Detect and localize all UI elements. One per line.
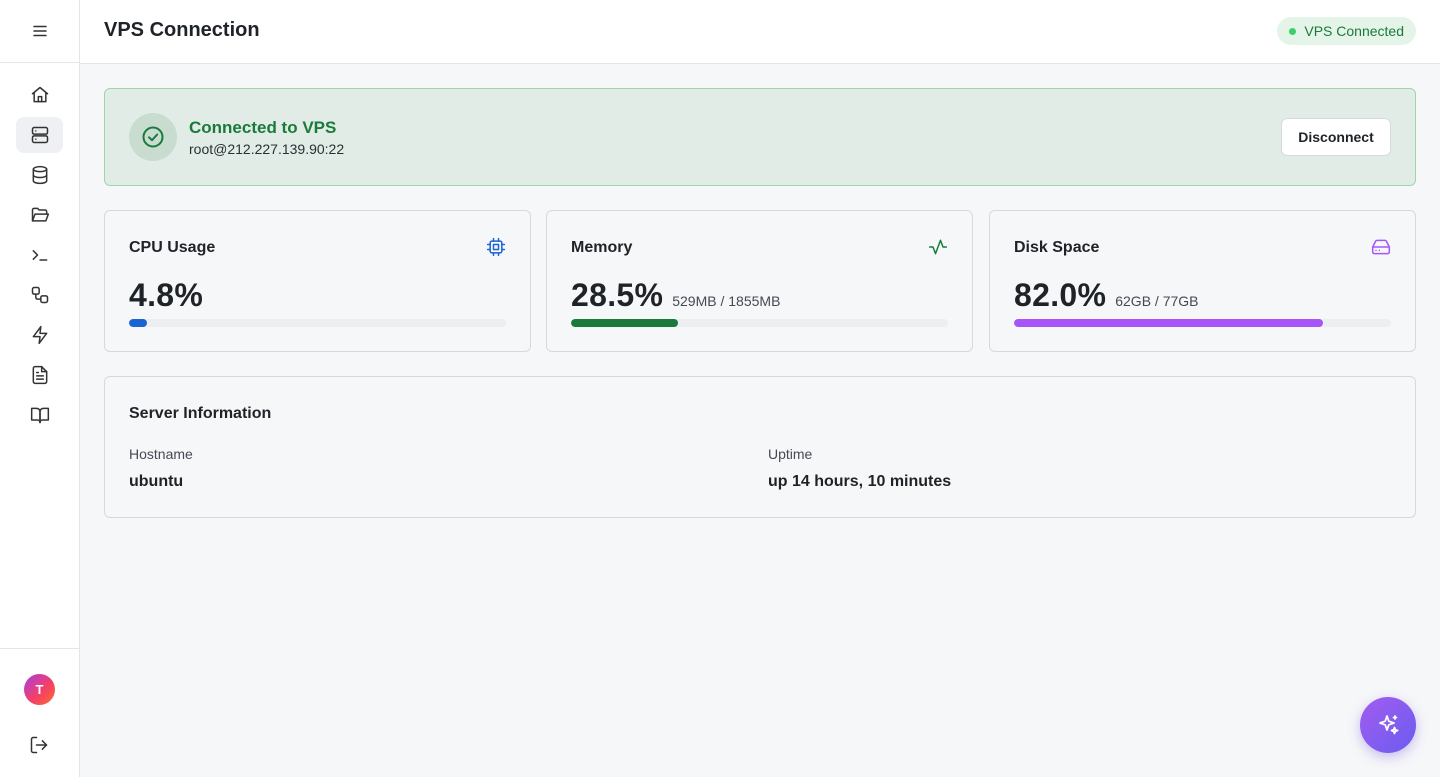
status-badge: VPS Connected (1277, 17, 1416, 45)
section-title: Server Information (129, 405, 272, 422)
database-icon (32, 165, 47, 185)
cpu-value-row: 4.8% (129, 277, 212, 314)
zap-icon (32, 325, 47, 345)
memory-value: 28.5% (571, 277, 664, 313)
avatar: T (24, 674, 55, 705)
hostname-label: Hostname (129, 446, 193, 462)
connection-title: Connected to VPS (189, 118, 337, 137)
memory-detail: 529MB / 1855MB (672, 293, 781, 309)
home-icon (31, 86, 48, 103)
terminal-icon (32, 250, 47, 261)
menu-toggle-button[interactable] (0, 0, 79, 63)
cpu-usage-card: CPU Usage 4.8% (104, 210, 531, 352)
hard-drive-icon (1371, 239, 1391, 255)
disconnect-button[interactable]: Disconnect (1281, 118, 1391, 156)
user-menu[interactable]: T (16, 666, 63, 713)
sidebar-footer: T (0, 648, 79, 777)
sidebar-item-logs[interactable] (16, 357, 63, 393)
folder-open-icon (31, 207, 49, 222)
card-title: Disk Space (1014, 239, 1100, 256)
server-information-card: Server Information Hostname ubuntu Uptim… (104, 376, 1416, 518)
disk-space-card: Disk Space 82.0% 62GB / 77GB (989, 210, 1416, 352)
page-title: VPS Connection (104, 19, 260, 41)
book-open-icon (30, 407, 49, 424)
uptime-value: up 14 hours, 10 minutes (768, 473, 952, 490)
disk-detail: 62GB / 77GB (1115, 293, 1199, 309)
sidebar: T (0, 0, 80, 777)
uptime-label: Uptime (768, 446, 813, 462)
menu-icon (32, 25, 47, 37)
sidebar-item-workflows[interactable] (16, 277, 63, 313)
card-title: Memory (571, 239, 633, 256)
sidebar-nav (16, 77, 63, 437)
status-badge-label: VPS Connected (1304, 23, 1404, 39)
memory-progress-bar (571, 319, 948, 327)
disk-value-row: 82.0% 62GB / 77GB (1014, 277, 1199, 314)
workflow-icon (31, 286, 48, 304)
server-icon (31, 126, 48, 144)
check-circle-icon (129, 113, 177, 161)
disk-value: 82.0% (1014, 277, 1107, 313)
sparkles-icon (1379, 715, 1399, 735)
log-out-icon (30, 736, 48, 754)
disk-progress-fill (1014, 319, 1324, 327)
cpu-progress-fill (129, 319, 148, 327)
sidebar-item-database[interactable] (16, 157, 63, 193)
file-text-icon (32, 365, 47, 385)
card-title: CPU Usage (129, 239, 216, 256)
sidebar-item-automation[interactable] (16, 317, 63, 353)
memory-value-row: 28.5% 529MB / 1855MB (571, 277, 780, 314)
logout-button[interactable] (26, 732, 52, 758)
memory-progress-fill (571, 319, 679, 327)
connection-address: root@212.227.139.90:22 (189, 141, 345, 157)
sidebar-item-home[interactable] (16, 77, 63, 113)
hostname-value: ubuntu (129, 473, 184, 490)
memory-card: Memory 28.5% 529MB / 1855MB (546, 210, 973, 352)
status-dot (1289, 27, 1297, 35)
sidebar-item-terminal[interactable] (16, 237, 63, 273)
sidebar-item-files[interactable] (16, 197, 63, 233)
connection-banner: Connected to VPS root@212.227.139.90:22 … (104, 88, 1416, 186)
cpu-icon (486, 237, 506, 257)
sidebar-item-server[interactable] (16, 117, 63, 153)
top-header: VPS Connection VPS Connected (80, 0, 1440, 64)
cpu-progress-bar (129, 319, 506, 327)
activity-icon (928, 239, 948, 255)
cpu-value: 4.8% (129, 277, 204, 313)
sidebar-item-docs[interactable] (16, 397, 63, 433)
ai-assistant-button[interactable] (1360, 697, 1416, 753)
disk-progress-bar (1014, 319, 1391, 327)
